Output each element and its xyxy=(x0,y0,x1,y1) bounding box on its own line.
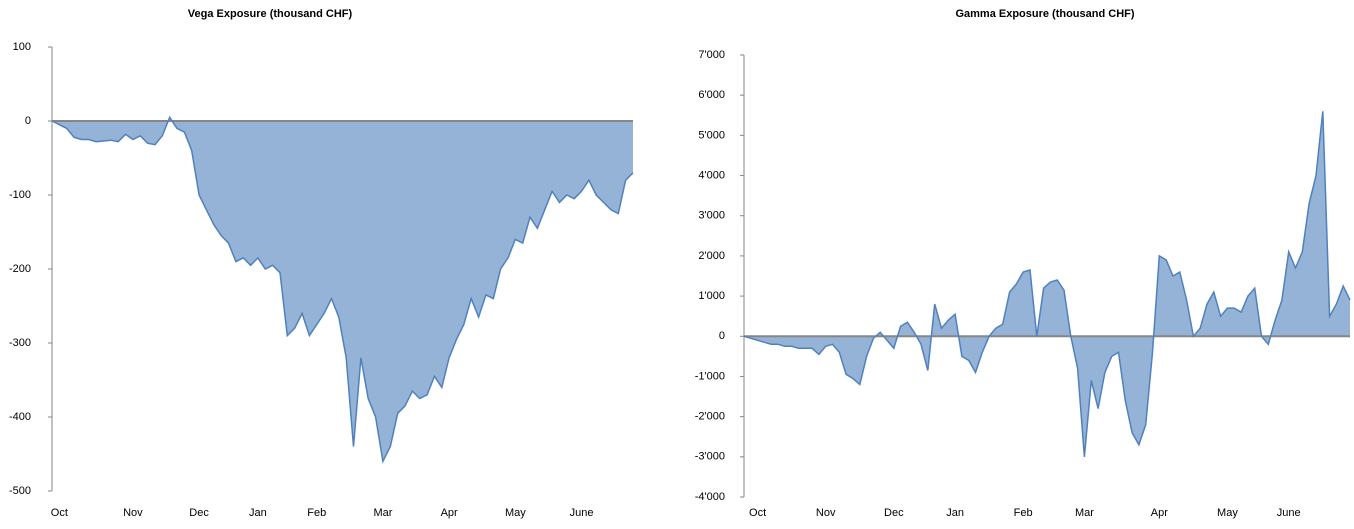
y-tick-label: -1'000 xyxy=(695,370,725,382)
y-tick-label: 0 xyxy=(719,330,725,342)
chart-title: Vega Exposure (thousand CHF) xyxy=(188,8,353,20)
y-tick-label: 2'000 xyxy=(698,250,725,262)
y-tick-label: -4'000 xyxy=(695,491,725,503)
y-tick-label: -500 xyxy=(9,485,31,497)
y-tick-label: 6'000 xyxy=(698,89,725,101)
x-tick-label: May xyxy=(505,507,526,519)
y-tick-label: 7'000 xyxy=(698,49,725,61)
y-tick-label: -3'000 xyxy=(695,451,725,463)
x-tick-label: June xyxy=(570,507,594,519)
x-tick-label: Oct xyxy=(51,507,68,519)
line xyxy=(51,115,634,464)
x-tick-label: Mar xyxy=(373,507,392,519)
y-tick-label: 5'000 xyxy=(698,129,725,141)
x-tick-label: Nov xyxy=(123,507,143,519)
x-tick-label: Oct xyxy=(749,507,766,519)
y-tick-label: 4'000 xyxy=(698,169,725,181)
x-tick-label: June xyxy=(1277,507,1301,519)
x-tick-label: Nov xyxy=(816,507,836,519)
y-tick-label: -100 xyxy=(9,189,31,201)
y-tick-label: -300 xyxy=(9,337,31,349)
x-tick-label: Mar xyxy=(1075,507,1094,519)
x-tick-label: Dec xyxy=(189,507,209,519)
y-tick-label: -400 xyxy=(9,411,31,423)
x-tick-label: Jan xyxy=(946,507,964,519)
x-tick-label: Feb xyxy=(307,507,326,519)
x-tick-label: Apr xyxy=(1151,507,1168,519)
x-tick-label: Apr xyxy=(441,507,458,519)
x-tick-label: Feb xyxy=(1014,507,1033,519)
y-tick-label: 3'000 xyxy=(698,210,725,222)
y-tick-label: 0 xyxy=(25,115,31,127)
x-tick-label: May xyxy=(1217,507,1238,519)
chart-title: Gamma Exposure (thousand CHF) xyxy=(955,8,1134,20)
y-tick-label: 100 xyxy=(13,41,31,53)
y-tick-label: 1'000 xyxy=(698,290,725,302)
y-tick-label: -200 xyxy=(9,263,31,275)
area xyxy=(52,117,633,462)
x-tick-label: Dec xyxy=(884,507,904,519)
x-tick-label: Jan xyxy=(249,507,267,519)
y-tick-label: -2'000 xyxy=(695,411,725,423)
line xyxy=(743,111,1351,457)
